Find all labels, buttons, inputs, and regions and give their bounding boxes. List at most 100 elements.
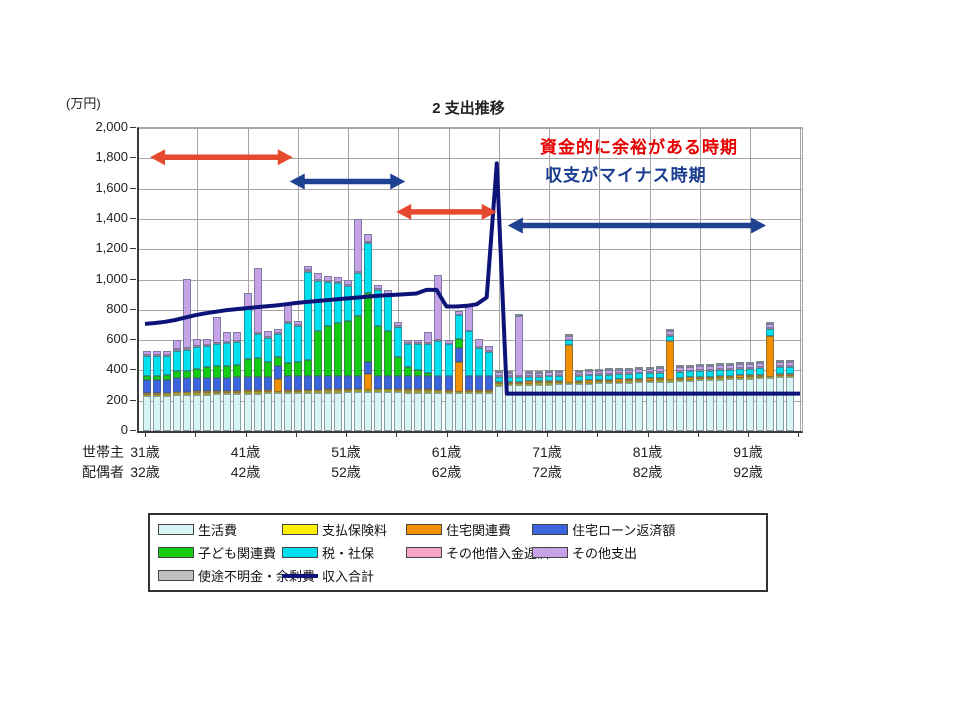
bar-segment-生活費 bbox=[665, 381, 674, 431]
bar-segment-住宅ローン返済額 bbox=[454, 348, 463, 362]
bar-segment-税・社保 bbox=[354, 273, 363, 316]
bar-segment-子ども関連費 bbox=[283, 362, 292, 377]
bar-age-62 bbox=[454, 128, 463, 431]
x-axis-tick bbox=[496, 432, 498, 437]
bar-segment-生活費 bbox=[434, 392, 443, 431]
x-axis-tick bbox=[396, 432, 398, 437]
bar-segment-住宅関連費 bbox=[384, 388, 393, 391]
bar-segment-税・社保 bbox=[635, 373, 644, 379]
bar-segment-生活費 bbox=[534, 384, 543, 431]
bar-segment-住宅ローン返済額 bbox=[424, 375, 433, 390]
bar-segment-住宅関連費 bbox=[534, 381, 543, 384]
bar-segment-税・社保 bbox=[374, 290, 383, 327]
bar-segment-その他支出 bbox=[665, 331, 674, 335]
bar-segment-住宅ローン返済額 bbox=[293, 376, 302, 390]
bar-segment-子ども関連費 bbox=[313, 330, 322, 377]
bar-segment-使途不明金・余剰費 bbox=[695, 364, 704, 367]
bar-segment-住宅関連費 bbox=[766, 335, 775, 377]
y-tick-label: 800 bbox=[106, 300, 128, 316]
x-tick-label-householder: 51歳 bbox=[331, 444, 361, 460]
bar-segment-住宅ローン返済額 bbox=[213, 377, 222, 392]
bar-segment-その他支出 bbox=[555, 371, 564, 376]
bar-segment-その他支出 bbox=[685, 367, 694, 371]
bar-segment-その他支出 bbox=[374, 285, 383, 289]
bar-segment-生活費 bbox=[374, 391, 383, 431]
bar-segment-その他支出 bbox=[534, 372, 543, 376]
bar-segment-生活費 bbox=[766, 377, 775, 431]
bar-segment-住宅関連費 bbox=[263, 389, 272, 392]
bar-segment-使途不明金・余剰費 bbox=[635, 366, 644, 369]
bar-segment-生活費 bbox=[595, 383, 604, 431]
bar-segment-税・社保 bbox=[514, 377, 523, 382]
bar-segment-生活費 bbox=[494, 385, 503, 431]
bar-segment-その他支出 bbox=[344, 280, 352, 285]
bar-age-65 bbox=[484, 128, 493, 431]
bar-segment-住宅ローン返済額 bbox=[344, 375, 352, 389]
bar-segment-使途不明金・余剰費 bbox=[645, 366, 654, 369]
bar-segment-生活費 bbox=[615, 382, 624, 431]
y-tick-label: 0 bbox=[120, 422, 128, 437]
bar-segment-税・社保 bbox=[143, 356, 151, 377]
bar-segment-住宅関連費 bbox=[424, 389, 433, 392]
y-axis-tick bbox=[130, 187, 136, 189]
bar-segment-生活費 bbox=[313, 392, 322, 431]
bar-segment-生活費 bbox=[404, 392, 413, 431]
bar-segment-その他支出 bbox=[746, 363, 754, 368]
bar-segment-住宅関連費 bbox=[625, 379, 634, 382]
bar-segment-生活費 bbox=[303, 392, 312, 431]
bar-segment-生活費 bbox=[333, 392, 342, 431]
bar-segment-生活費 bbox=[524, 384, 533, 431]
bar-segment-その他支出 bbox=[193, 339, 202, 347]
bar-age-51 bbox=[344, 128, 352, 431]
bar-segment-生活費 bbox=[163, 395, 172, 431]
bar-segment-使途不明金・余剰費 bbox=[705, 363, 714, 366]
bar-segment-住宅関連費 bbox=[735, 375, 744, 378]
bar-segment-住宅関連費 bbox=[153, 392, 162, 395]
bar-segment-住宅ローン返済額 bbox=[484, 376, 493, 390]
bar-segment-子ども関連費 bbox=[193, 368, 202, 378]
bar-age-70 bbox=[534, 128, 543, 431]
bar-segment-使途不明金・余剰費 bbox=[585, 369, 594, 372]
bar-segment-使途不明金・余剰費 bbox=[555, 369, 564, 372]
bar-segment-税・社保 bbox=[414, 344, 423, 370]
bar-segment-税・社保 bbox=[303, 271, 312, 360]
chart-title: 2 支出推移 bbox=[432, 100, 505, 117]
bar-segment-住宅関連費 bbox=[404, 389, 413, 392]
legend-swatch-box bbox=[158, 524, 194, 535]
bar-segment-住宅ローン返済額 bbox=[384, 376, 393, 389]
bar-segment-税・社保 bbox=[474, 348, 483, 377]
legend-item-label: 子ども関連費 bbox=[198, 546, 277, 561]
bar-segment-使途不明金・余剰費 bbox=[776, 360, 785, 363]
bar-age-68 bbox=[514, 128, 523, 431]
bar-segment-生活費 bbox=[786, 377, 795, 431]
x-axis-tick bbox=[748, 432, 749, 437]
bar-segment-住宅関連費 bbox=[454, 361, 463, 392]
legend-item: 支払保険料 bbox=[282, 520, 406, 539]
bar-segment-その他支出 bbox=[273, 328, 282, 333]
bar-segment-税・社保 bbox=[665, 335, 674, 342]
x-tick-label-spouse: 52歳 bbox=[331, 464, 361, 480]
bar-segment-使途不明金・余剰費 bbox=[685, 365, 694, 368]
bar-segment-住宅関連費 bbox=[143, 392, 151, 395]
bar-segment-生活費 bbox=[685, 380, 694, 431]
bar-segment-税・社保 bbox=[756, 368, 765, 375]
gridline-horizontal bbox=[139, 158, 802, 160]
bar-segment-税・社保 bbox=[364, 243, 373, 294]
bar-segment-その他支出 bbox=[725, 364, 734, 369]
bar-segment-住宅関連費 bbox=[675, 377, 684, 380]
legend-item: 子ども関連費 bbox=[158, 543, 282, 562]
bar-segment-子ども関連費 bbox=[253, 358, 262, 378]
bar-segment-税・社保 bbox=[484, 351, 493, 377]
bar-segment-その他支出 bbox=[705, 365, 714, 370]
bar-segment-使途不明金・余剰費 bbox=[615, 367, 624, 370]
bar-segment-住宅ローン返済額 bbox=[434, 376, 443, 390]
bar-segment-税・社保 bbox=[193, 347, 202, 369]
bar-segment-子ども関連費 bbox=[203, 367, 212, 378]
bar-segment-住宅ローン返済額 bbox=[233, 377, 242, 391]
x-axis-tick bbox=[145, 432, 146, 437]
y-axis-tick bbox=[130, 157, 136, 159]
bar-segment-住宅関連費 bbox=[474, 389, 483, 392]
bar-segment-住宅ローン返済額 bbox=[193, 377, 202, 392]
bar-segment-生活費 bbox=[384, 391, 393, 431]
bar-segment-子ども関連費 bbox=[183, 370, 192, 379]
